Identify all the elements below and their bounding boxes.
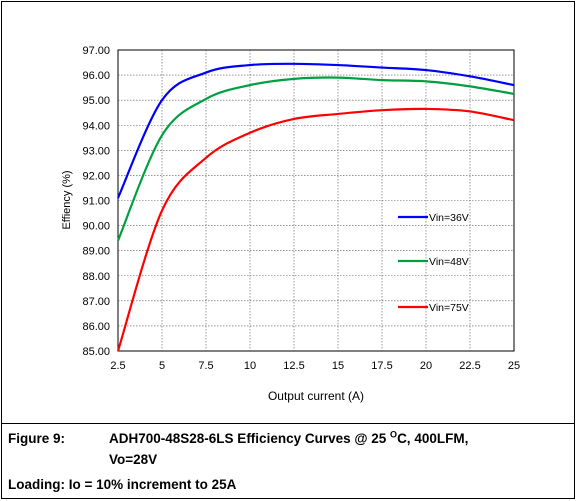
y-tick-label: 92.00 [82,170,110,182]
x-tick-label: 2.5 [110,360,125,372]
y-tick-label: 88.00 [82,271,110,283]
y-tick-label: 97.00 [82,45,110,57]
legend-label: Vin=75V [429,302,469,314]
caption-label: Figure 9: [8,431,66,446]
y-tick-label: 93.00 [82,145,110,157]
grid [118,50,514,351]
series-line [116,62,515,199]
x-tick-label: 20 [420,360,432,372]
x-tick-label: 12.5 [283,360,304,372]
caption-loading: Loading: Io = 10% increment to 25A [8,477,237,492]
y-axis-label: Effiency (%) [61,170,73,229]
y-tick-label: 94.00 [82,120,110,132]
x-tick-labels: 2.5 5 7.5 10 12.5 15 17.5 20 22.5 25 [110,360,520,372]
caption-title-pre: ADH700-48S28-6LS Efficiency Curves @ 25 [109,431,391,446]
x-tick-label: 7.5 [198,360,213,372]
y-tick-label: 91.00 [82,196,110,208]
y-tick-label: 86.00 [82,321,110,333]
legend-label: Vin=36V [429,212,469,224]
y-tick-label: 85.00 [82,346,110,358]
y-tick-label: 90.00 [82,221,110,233]
x-axis-label: Output current (A) [268,389,364,403]
degree-superscript: O [390,429,398,440]
x-tick-label: 25 [508,360,520,372]
caption-title: ADH700-48S28-6LS Efficiency Curves @ 25 … [109,429,469,446]
y-tick-label: 87.00 [82,296,110,308]
legend: Vin=36V Vin=48V Vin=75V [398,212,469,314]
x-tick-label: 17.5 [371,360,392,372]
x-tick-label: 10 [244,360,256,372]
x-tick-label: 5 [159,360,165,372]
efficiency-chart: 97.00 96.00 95.00 94.00 93.00 92.00 91.00 90.00… [61,45,520,403]
x-tick-label: 15 [332,360,344,372]
y-tick-label: 95.00 [82,95,110,107]
y-tick-label: 96.00 [82,70,110,82]
legend-label: Vin=48V [429,256,469,268]
caption-title-line2: Vo=28V [109,452,158,467]
x-tick-label: 22.5 [459,360,480,372]
figure-caption: Figure 9: ADH700-48S28-6LS Efficiency Cu… [2,423,574,499]
caption-title-post: C, 400LFM, [397,431,469,446]
y-tick-label: 89.00 [82,246,110,258]
series-line [116,107,515,352]
y-tick-labels: 97.00 96.00 95.00 94.00 93.00 92.00 91.00 90.00… [82,45,110,358]
series-lines [116,62,515,352]
chart-area: 97.00 96.00 95.00 94.00 93.00 92.00 91.00 90.00… [2,2,574,422]
series-line [116,76,515,242]
